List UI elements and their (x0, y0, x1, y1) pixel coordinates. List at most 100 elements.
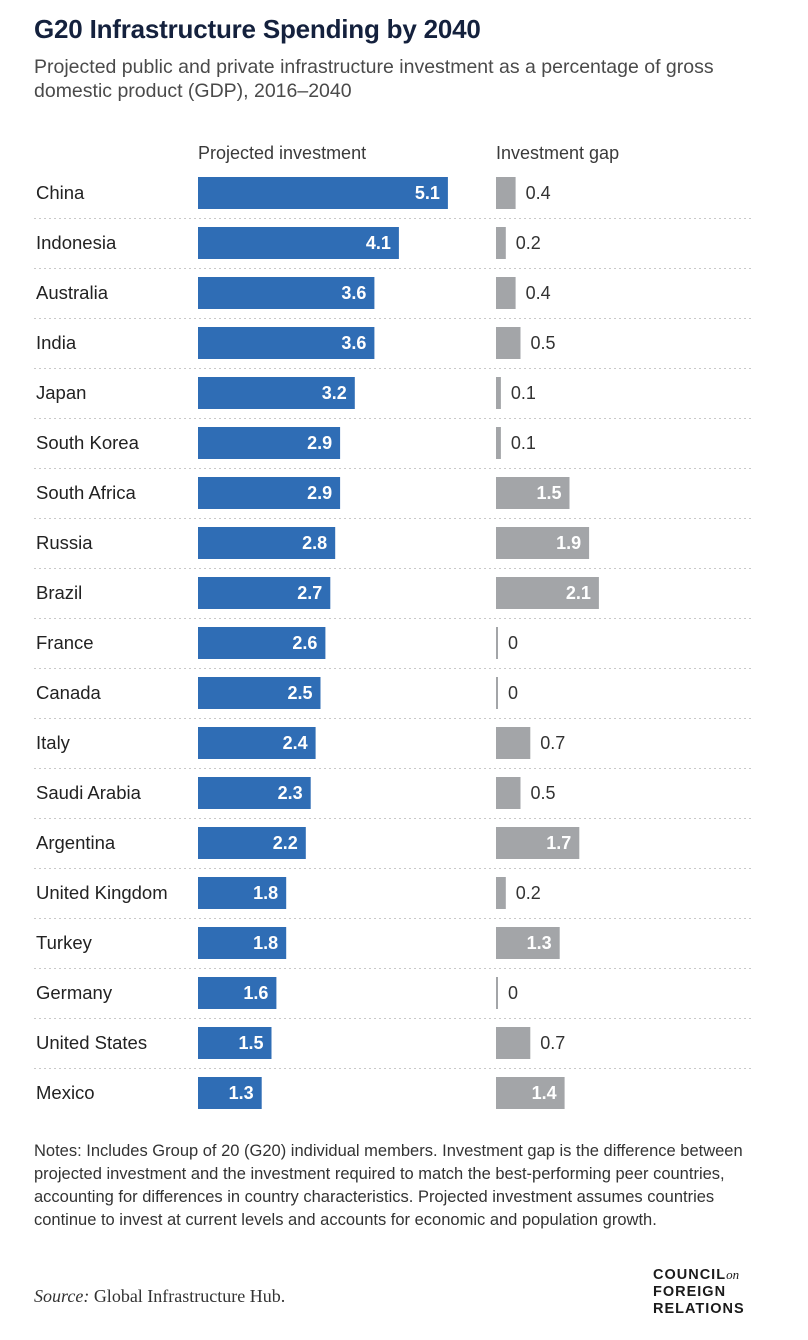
column-header-investment-gap: Investment gap (496, 143, 620, 163)
gap-value-japan: 0.1 (511, 383, 536, 403)
chart-title: G20 Infrastructure Spending by 2040 (34, 14, 481, 44)
gap-bar-china (496, 177, 516, 209)
row-label-indonesia: Indonesia (36, 232, 117, 253)
investment-bar-australia (198, 277, 375, 309)
investment-bar-turkey (198, 927, 287, 959)
investment-value-italy: 2.4 (283, 733, 308, 753)
investment-value-india: 3.6 (341, 333, 366, 353)
investment-bar-germany (198, 977, 277, 1009)
investment-bar-united-states (198, 1027, 272, 1059)
row-label-russia: Russia (36, 532, 93, 553)
investment-bar-japan (198, 377, 355, 409)
gap-value-russia: 1.9 (556, 533, 581, 553)
gap-bar-russia (496, 527, 590, 559)
gap-bar-south-africa (496, 477, 570, 509)
investment-value-saudi-arabia: 2.3 (278, 783, 303, 803)
gap-value-united-kingdom: 0.2 (516, 883, 541, 903)
investment-bar-india (198, 327, 375, 359)
gap-bar-germany (496, 977, 498, 1009)
gap-value-australia: 0.4 (526, 283, 551, 303)
gap-bar-india (496, 327, 521, 359)
investment-bar-united-kingdom (198, 877, 287, 909)
column-header-projected-investment: Projected investment (198, 143, 367, 163)
chart-notes: Notes: Includes Group of 20 (G20) indivi… (34, 1142, 743, 1229)
gap-value-south-korea: 0.1 (511, 433, 536, 453)
investment-bar-saudi-arabia (198, 777, 311, 809)
gap-value-indonesia: 0.2 (516, 233, 541, 253)
gap-bar-indonesia (496, 227, 506, 259)
source-label: Source: (34, 1286, 90, 1306)
investment-bar-south-africa (198, 477, 341, 509)
source-text: Global Infrastructure Hub. (93, 1286, 286, 1306)
gap-value-south-africa: 1.5 (536, 483, 561, 503)
chart-subtitle: Projected public and private infrastruct… (34, 56, 714, 102)
row-label-china: China (36, 182, 85, 203)
gap-value-china: 0.4 (526, 183, 551, 203)
source-note: Source: Global Infrastructure Hub. (34, 1286, 285, 1307)
investment-bar-brazil (198, 577, 331, 609)
investment-bar-china (198, 177, 448, 209)
investment-bar-russia (198, 527, 336, 559)
investment-value-mexico: 1.3 (229, 1083, 254, 1103)
gap-bar-brazil (496, 577, 599, 609)
row-label-south-africa: South Africa (36, 482, 136, 503)
row-label-south-korea: South Korea (36, 432, 140, 453)
row-label-canada: Canada (36, 682, 102, 703)
investment-value-united-kingdom: 1.8 (253, 883, 278, 903)
investment-value-south-africa: 2.9 (307, 483, 332, 503)
row-label-germany: Germany (36, 982, 113, 1003)
gap-value-germany: 0 (508, 983, 518, 1003)
gap-bar-australia (496, 277, 516, 309)
cfr-logo: COUNCILon FOREIGN RELATIONS (653, 1266, 773, 1318)
logo-on: on (726, 1267, 740, 1282)
investment-value-france: 2.6 (292, 633, 317, 653)
investment-value-south-korea: 2.9 (307, 433, 332, 453)
gap-bar-mexico (496, 1077, 565, 1109)
gap-bar-united-kingdom (496, 877, 506, 909)
gap-bar-united-states (496, 1027, 531, 1059)
gap-value-italy: 0.7 (540, 733, 565, 753)
investment-value-argentina: 2.2 (273, 833, 298, 853)
row-label-france: France (36, 632, 94, 653)
investment-value-turkey: 1.8 (253, 933, 278, 953)
row-label-india: India (36, 332, 77, 353)
investment-value-canada: 2.5 (287, 683, 312, 703)
gap-value-canada: 0 (508, 683, 518, 703)
row-label-italy: Italy (36, 732, 71, 753)
row-label-united-kingdom: United Kingdom (36, 882, 168, 903)
investment-value-china: 5.1 (415, 183, 440, 203)
row-label-brazil: Brazil (36, 582, 82, 603)
gap-bar-south-korea (496, 427, 501, 459)
investment-bar-italy (198, 727, 316, 759)
gap-value-brazil: 2.1 (566, 583, 591, 603)
gap-value-mexico: 1.4 (532, 1083, 557, 1103)
investment-bar-france (198, 627, 326, 659)
row-label-united-states: United States (36, 1032, 147, 1053)
gap-value-argentina: 1.7 (546, 833, 571, 853)
gap-bar-argentina (496, 827, 580, 859)
row-label-australia: Australia (36, 282, 109, 303)
gap-value-turkey: 1.3 (527, 933, 552, 953)
investment-bar-mexico (198, 1077, 262, 1109)
investment-value-russia: 2.8 (302, 533, 327, 553)
investment-value-brazil: 2.7 (297, 583, 322, 603)
investment-value-japan: 3.2 (322, 383, 347, 403)
gap-bar-italy (496, 727, 531, 759)
gap-value-france: 0 (508, 633, 518, 653)
gap-value-india: 0.5 (531, 333, 556, 353)
investment-value-australia: 3.6 (341, 283, 366, 303)
row-label-argentina: Argentina (36, 832, 116, 853)
gap-bar-japan (496, 377, 501, 409)
logo-line-council: COUNCIL (653, 1267, 727, 1283)
investment-bar-south-korea (198, 427, 341, 459)
gap-value-saudi-arabia: 0.5 (531, 783, 556, 803)
investment-bar-argentina (198, 827, 306, 859)
investment-value-united-states: 1.5 (238, 1033, 263, 1053)
logo-line-foreign: FOREIGN (653, 1284, 727, 1300)
gap-bar-turkey (496, 927, 560, 959)
investment-value-indonesia: 4.1 (366, 233, 391, 253)
gap-bar-saudi-arabia (496, 777, 521, 809)
investment-bar-indonesia (198, 227, 399, 259)
row-label-saudi-arabia: Saudi Arabia (36, 782, 142, 803)
